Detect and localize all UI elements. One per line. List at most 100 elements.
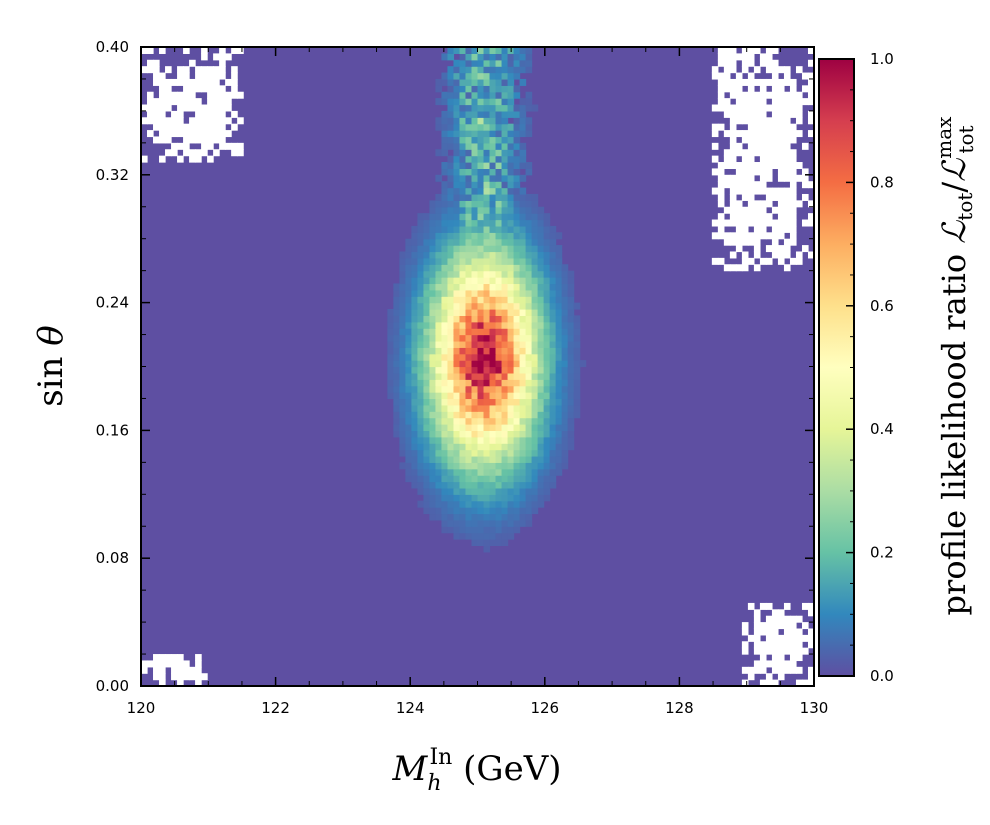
heatmap-cell [537,238,545,246]
heatmap-empty-cell [795,104,803,112]
heatmap-empty-cell [189,130,196,138]
heatmap-cell [429,360,437,368]
heatmap-cell [483,360,491,368]
heatmap-empty-cell [723,130,731,138]
x-tick-label: 120 [127,699,156,717]
heatmap-cell [417,462,425,470]
heatmap-cell [477,462,485,470]
heatmap-cell [543,328,551,336]
heatmap-cell [531,308,539,316]
heatmap-cell [417,468,425,476]
heatmap-cell [477,168,485,176]
heatmap-empty-cell [771,641,779,649]
heatmap-empty-cell [183,104,190,112]
heatmap-empty-cell [225,91,232,99]
heatmap-cell [531,257,539,265]
heatmap-cell [465,302,473,310]
heatmap-cell [555,308,563,316]
heatmap-empty-cell [213,78,220,86]
heatmap-cell [501,66,509,74]
heatmap-cell [525,436,533,444]
heatmap-cell [525,347,533,355]
heatmap-empty-cell [807,117,814,125]
heatmap-cell [495,162,503,170]
heatmap-empty-cell [759,162,767,170]
heatmap-empty-cell [723,53,731,61]
heatmap-empty-cell [807,679,814,686]
heatmap-cell [399,296,406,304]
heatmap-cell [513,462,521,470]
heatmap-cell [393,334,400,342]
colorbar [818,58,855,677]
heatmap-empty-cell [201,53,208,61]
heatmap-empty-cell [729,174,737,182]
heatmap-cell [519,162,527,170]
heatmap-empty-cell [735,98,743,106]
heatmap-cell [543,385,551,393]
heatmap-cell [513,296,521,304]
heatmap-empty-cell [765,615,773,623]
heatmap-cell [465,104,473,112]
heatmap-cell [429,398,437,406]
heatmap-cell [417,315,425,323]
heatmap-empty-cell [735,187,743,195]
heatmap-empty-cell [777,168,785,176]
heatmap-cell [489,283,497,291]
heatmap-cell [507,443,515,451]
heatmap-cell [447,277,455,285]
heatmap-cell [429,257,437,265]
heatmap-cell [549,360,557,368]
heatmap-empty-cell [807,213,814,221]
heatmap-empty-cell [171,660,178,668]
heatmap-empty-cell [201,130,208,138]
heatmap-cell [477,340,485,348]
heatmap-cell [423,245,431,253]
heatmap-cell [441,379,449,387]
heatmap-cell [459,206,467,214]
heatmap-cell [507,155,515,163]
heatmap-cell [501,487,509,495]
heatmap-cell [441,475,449,483]
heatmap-cell [447,507,455,515]
heatmap-cell [507,78,515,86]
heatmap-empty-cell [771,130,779,138]
heatmap-empty-cell [783,628,791,636]
heatmap-empty-cell [747,85,755,93]
heatmap-cell [495,142,503,150]
heatmap-empty-cell [789,110,797,118]
heatmap-cell [453,436,461,444]
heatmap-empty-cell [801,219,809,227]
heatmap-cell [423,315,431,323]
heatmap-cell [561,308,569,316]
heatmap-cell [423,507,431,515]
heatmap-cell [465,72,473,80]
heatmap-cell [471,123,479,131]
heatmap-empty-cell [717,72,725,80]
heatmap-cell [519,270,527,278]
heatmap-cell [507,257,515,265]
heatmap-empty-cell [195,149,202,157]
heatmap-cell [501,219,509,227]
heatmap-empty-cell [741,174,749,182]
heatmap-cell [453,155,461,163]
heatmap-cell [453,449,461,457]
heatmap-cell [549,353,557,361]
heatmap-cell [501,98,509,106]
heatmap-cell [507,417,515,425]
heatmap-cell [567,392,575,400]
heatmap-cell [465,85,473,93]
heatmap-cell [489,78,497,86]
heatmap-empty-cell [147,59,154,67]
heatmap-empty-cell [789,149,797,157]
heatmap-cell [429,494,437,502]
heatmap-cell [441,449,449,457]
heatmap-cell [483,85,491,93]
heatmap-cell [459,213,467,221]
heatmap-empty-cell [165,117,172,125]
heatmap-cell [459,110,467,118]
heatmap-cell [501,130,509,138]
heatmap-cell [417,251,425,259]
heatmap-cell [435,283,443,291]
heatmap-empty-cell [753,251,761,259]
heatmap-empty-cell [765,634,773,642]
